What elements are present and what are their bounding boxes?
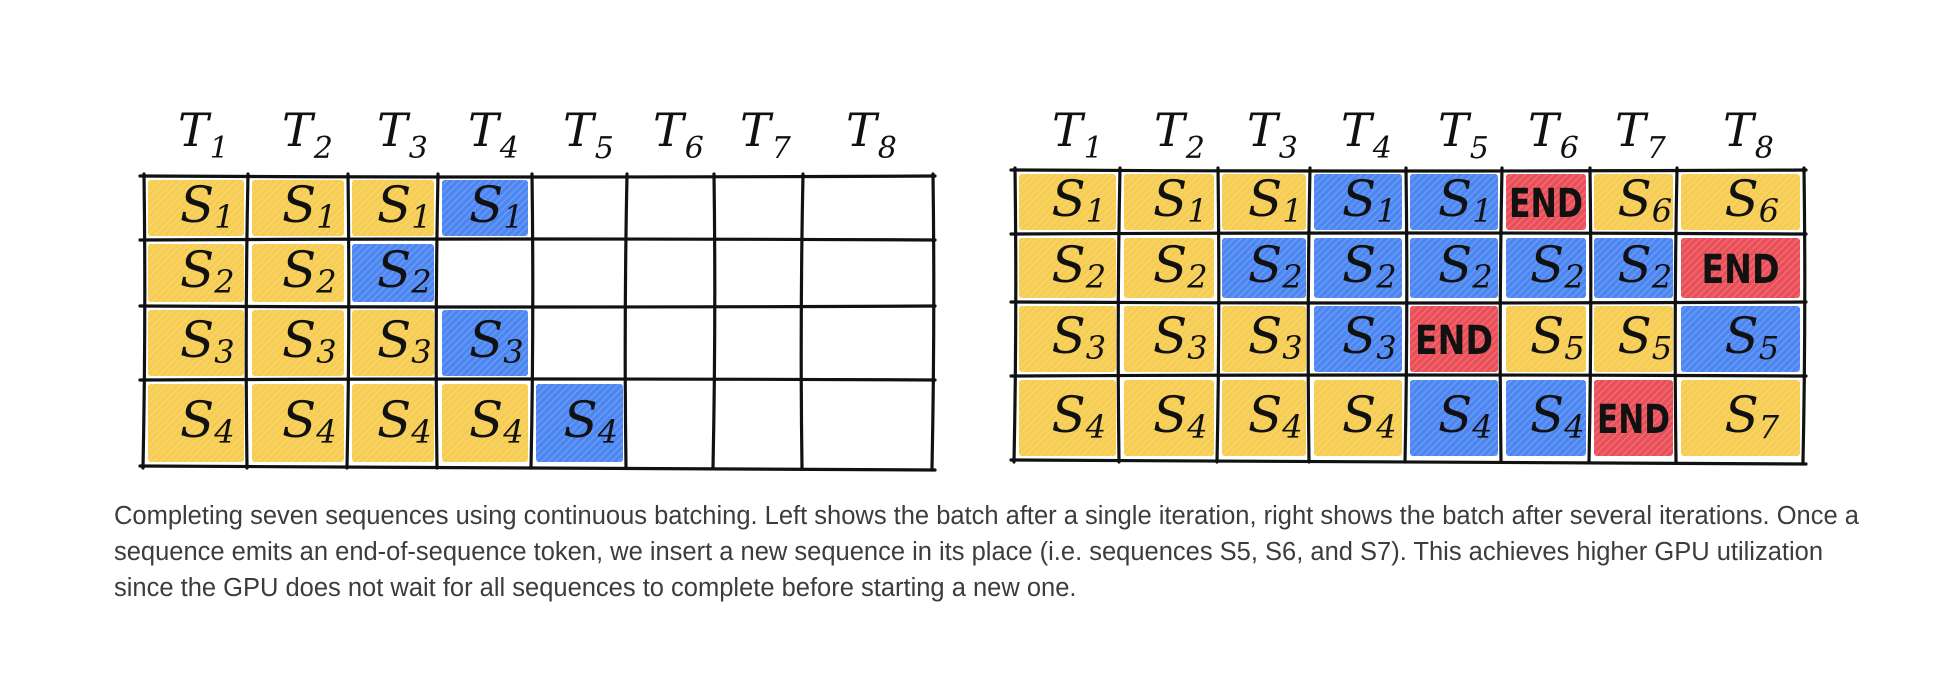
- left-cell-r2-c3: S2: [347, 239, 439, 307]
- right-cell-r2-c3: S2: [1217, 233, 1311, 303]
- left-cell-r4-c2: S4: [247, 379, 349, 467]
- left-time-label-2: T2: [282, 103, 333, 166]
- right-cell-r4-c2: S4: [1119, 375, 1219, 461]
- right-cell-r2-c4: S2: [1309, 233, 1407, 303]
- right-cell-r4-c3: S4: [1217, 375, 1311, 461]
- right-cell-label: S2: [1153, 236, 1208, 296]
- right-cell-r1-c2: S1: [1119, 169, 1219, 235]
- left-cell-r1-c2: S1: [247, 175, 349, 241]
- right-cell-r4-c1: S4: [1014, 375, 1121, 461]
- left-cell-label: S3: [377, 311, 432, 371]
- right-cell-r4-c6: S4: [1501, 375, 1591, 461]
- right-cell-label: END: [1509, 181, 1583, 227]
- right-cell-r1-c3: S1: [1217, 169, 1311, 235]
- right-time-label-6: T6: [1528, 103, 1579, 166]
- right-cell-r4-c7: END: [1589, 375, 1678, 461]
- right-cell-r3-c6: S5: [1501, 301, 1591, 377]
- left-cell-r2-c2: S2: [247, 239, 349, 307]
- right-time-label-1: T1: [1052, 103, 1103, 166]
- right-cell-label: END: [1415, 318, 1493, 364]
- right-cell-r2-c5: S2: [1405, 233, 1503, 303]
- right-time-label-7: T7: [1615, 103, 1667, 166]
- left-cell-r4-c4: S4: [437, 379, 533, 467]
- left-cell-r1-c1: S1: [143, 175, 249, 241]
- right-cell-label: S4: [1342, 386, 1397, 446]
- right-time-label-5: T5: [1438, 103, 1489, 166]
- right-cell-r4-c5: S4: [1405, 375, 1503, 461]
- right-cell-label: END: [1597, 397, 1670, 443]
- right-cell-r1-c5: S1: [1405, 169, 1503, 235]
- left-cell-label: S1: [469, 176, 524, 236]
- right-time-label-4: T4: [1341, 103, 1392, 166]
- left-grid-lines: [138, 172, 937, 472]
- right-cell-r3-c8: S5: [1676, 301, 1805, 377]
- right-cell-r4-c8: S7: [1676, 375, 1805, 461]
- left-cell-r4-c3: S4: [347, 379, 439, 467]
- left-cell-r1-c3: S1: [347, 175, 439, 241]
- right-cell-r3-c4: S3: [1309, 301, 1407, 377]
- left-cell-label: S1: [377, 176, 432, 236]
- left-time-label-5: T5: [563, 103, 614, 166]
- left-time-label-7: T7: [740, 103, 792, 166]
- right-time-label-2: T2: [1154, 103, 1205, 166]
- right-cell-label: S3: [1342, 307, 1397, 367]
- right-time-label-3: T3: [1247, 103, 1298, 166]
- right-grid-lines: [1009, 166, 1808, 466]
- right-cell-r3-c2: S3: [1119, 301, 1219, 377]
- left-cell-label: S2: [377, 241, 432, 301]
- left-cell-r3-c3: S3: [347, 305, 439, 381]
- left-time-label-4: T4: [468, 103, 519, 166]
- right-cell-r3-c1: S3: [1014, 301, 1121, 377]
- right-cell-r2-c8: END: [1676, 233, 1805, 303]
- right-cell-r1-c4: S1: [1309, 169, 1407, 235]
- left-cell-r3-c2: S3: [247, 305, 349, 381]
- right-cell-r3-c7: S5: [1589, 301, 1678, 377]
- right-cell-r1-c6: END: [1501, 169, 1591, 235]
- left-cell-r4-c5: S4: [531, 379, 628, 467]
- left-cell-r4-c1: S4: [143, 379, 249, 467]
- right-cell-r2-c7: S2: [1589, 233, 1678, 303]
- right-cell-r1-c1: S1: [1014, 169, 1121, 235]
- figure-caption: Completing seven sequences using continu…: [114, 502, 1859, 602]
- right-cell-r1-c7: S6: [1589, 169, 1678, 235]
- right-cell-r2-c1: S2: [1014, 233, 1121, 303]
- right-time-label-8: T8: [1723, 103, 1774, 166]
- right-cell-r3-c5: END: [1405, 301, 1503, 377]
- right-cell-r2-c6: S2: [1501, 233, 1591, 303]
- left-time-label-3: T3: [377, 103, 428, 166]
- left-cell-r1-c4: S1: [437, 175, 533, 241]
- right-cell-r1-c8: S6: [1676, 169, 1805, 235]
- left-cell-r2-c1: S2: [143, 239, 249, 307]
- right-cell-r3-c3: S3: [1217, 301, 1311, 377]
- right-cell-r4-c4: S4: [1309, 375, 1407, 461]
- left-cell-label: S3: [282, 311, 337, 371]
- left-cell-r3-c4: S3: [437, 305, 533, 381]
- right-cell-r2-c2: S2: [1119, 233, 1219, 303]
- right-cell-label: END: [1702, 247, 1780, 293]
- left-cell-r3-c1: S3: [143, 305, 249, 381]
- left-time-label-8: T8: [846, 103, 897, 166]
- left-time-label-6: T6: [653, 103, 704, 166]
- left-time-label-1: T1: [178, 103, 229, 166]
